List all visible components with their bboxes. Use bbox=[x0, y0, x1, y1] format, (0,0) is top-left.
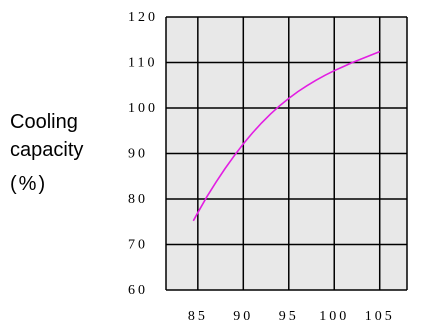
x-tick-label-95: 95 bbox=[279, 309, 299, 324]
x-tick-label-90: 90 bbox=[233, 309, 253, 324]
y-tick-labels: 60 70 80 90 100 110 120 bbox=[128, 10, 158, 298]
y-axis-label-line-1: Cooling bbox=[10, 111, 78, 133]
y-tick-label-60: 60 bbox=[128, 283, 148, 298]
x-tick-labels: 85 90 95 100 105 bbox=[188, 309, 395, 324]
y-axis-label-line-2: capacity bbox=[10, 139, 84, 161]
y-axis-label-line-3: (%) bbox=[10, 173, 48, 195]
x-tick-label-85: 85 bbox=[188, 309, 208, 324]
y-tick-label-120: 120 bbox=[128, 10, 158, 25]
x-tick-label-100: 100 bbox=[319, 309, 349, 324]
y-tick-label-80: 80 bbox=[128, 192, 148, 207]
y-tick-label-90: 90 bbox=[128, 147, 148, 162]
y-tick-label-70: 70 bbox=[128, 238, 148, 253]
y-tick-label-110: 110 bbox=[128, 56, 157, 71]
x-tick-label-105: 105 bbox=[365, 309, 395, 324]
y-tick-label-100: 100 bbox=[128, 101, 158, 116]
series-line bbox=[192, 50, 380, 222]
